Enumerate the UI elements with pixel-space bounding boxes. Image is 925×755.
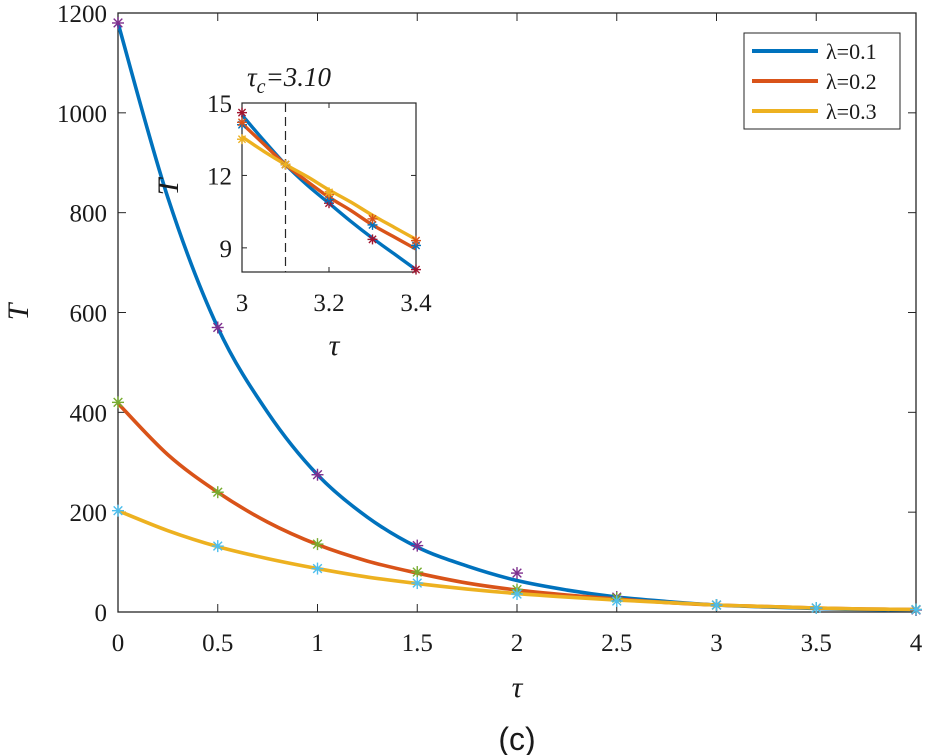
inset-series-2-marker: [411, 235, 421, 246]
inset-y-tick-label: 12: [207, 163, 232, 190]
main-x-axis-label: τ: [512, 671, 524, 704]
main-series-3-marker: [810, 602, 823, 615]
main-series-1-marker: [112, 16, 124, 29]
inset-ticks: 3 3.2 3.4 9 12 15: [207, 91, 432, 317]
main-series-3-marker: [311, 562, 324, 575]
main-series-2-marker: [311, 538, 324, 551]
main-y-tick-label: 1200: [57, 1, 107, 28]
inset-series-1-marker: [411, 264, 421, 275]
inset-series-2-marker: [237, 117, 247, 128]
main-x-tick-label: 0: [112, 630, 125, 657]
inset-series-3-marker: [280, 159, 291, 170]
main-y-tick-label: 400: [70, 400, 108, 427]
inset-series: [237, 107, 421, 275]
main-series-3-marker: [710, 599, 723, 612]
main-series-3-marker: [211, 540, 224, 553]
inset-y-tick-label: 9: [220, 236, 233, 263]
main-x-tick-label: 4: [910, 630, 923, 657]
inset-x-tick-label: 3.2: [313, 290, 344, 317]
legend-label-2: λ=0.2: [826, 69, 877, 94]
inset-series-2-marker: [367, 213, 378, 224]
main-series-2-marker: [211, 486, 224, 499]
main-x-tick-label: 1.5: [402, 630, 433, 657]
inset-series-3-marker: [324, 187, 334, 198]
main-series-3-marker: [112, 504, 124, 517]
main-series-3-marker: [511, 588, 523, 601]
main-x-tick-label: 3: [710, 630, 723, 657]
inset-x-tick-label: 3: [236, 290, 249, 317]
inset-series-1-marker: [237, 107, 247, 118]
main-ticks: 0 0.5 1 1.5 2 2.5 3 3.5 4 0 200 400 600 800 1000 1200: [57, 1, 923, 657]
main-y-tick-label: 200: [70, 500, 108, 527]
main-x-tick-label: 0.5: [202, 630, 233, 657]
legend-entries: λ=0.1 λ=0.2 λ=0.3: [752, 39, 877, 124]
main-y-tick-label: 0: [95, 600, 108, 627]
main-x-tick-label: 1: [311, 630, 324, 657]
main-x-tick-label: 2.5: [601, 630, 632, 657]
main-series-3-marker: [910, 603, 922, 616]
inset-axes: 3 3.2 3.4 9 12 15 τc=3.10 τ T: [152, 62, 432, 362]
main-y-axis-label: T: [2, 301, 35, 320]
main-series-1-marker: [211, 321, 224, 334]
inset-series-3-marker: [237, 134, 247, 145]
main-x-tick-label: 3.5: [801, 630, 832, 657]
main-series-2-marker: [411, 566, 424, 579]
legend-label-1: λ=0.1: [826, 39, 877, 64]
inset-series-1-marker: [367, 234, 378, 245]
legend-label-3: λ=0.3: [826, 99, 877, 124]
inset-x-tick-label: 3.4: [400, 290, 432, 317]
main-series-1-marker: [411, 539, 424, 552]
inset-y-axis-label: T: [152, 176, 185, 195]
figure-caption: (c): [498, 721, 535, 755]
main-y-tick-label: 1000: [57, 101, 107, 128]
legend: λ=0.1 λ=0.2 λ=0.3: [743, 32, 901, 130]
inset-x-axis-label: τ: [329, 329, 341, 362]
inset-title: τc=3.10: [247, 62, 332, 98]
main-series-1-marker: [311, 468, 324, 481]
main-y-tick-label: 800: [70, 201, 108, 228]
main-series-3-marker: [610, 595, 623, 608]
main-series-2-marker: [112, 396, 124, 409]
inset-y-tick-label: 15: [207, 91, 232, 118]
main-series: [112, 16, 922, 617]
main-series-3-marker: [411, 577, 424, 590]
main-x-tick-label: 2: [511, 630, 524, 657]
main-series-1-marker: [511, 567, 523, 580]
main-y-tick-label: 600: [70, 301, 108, 328]
